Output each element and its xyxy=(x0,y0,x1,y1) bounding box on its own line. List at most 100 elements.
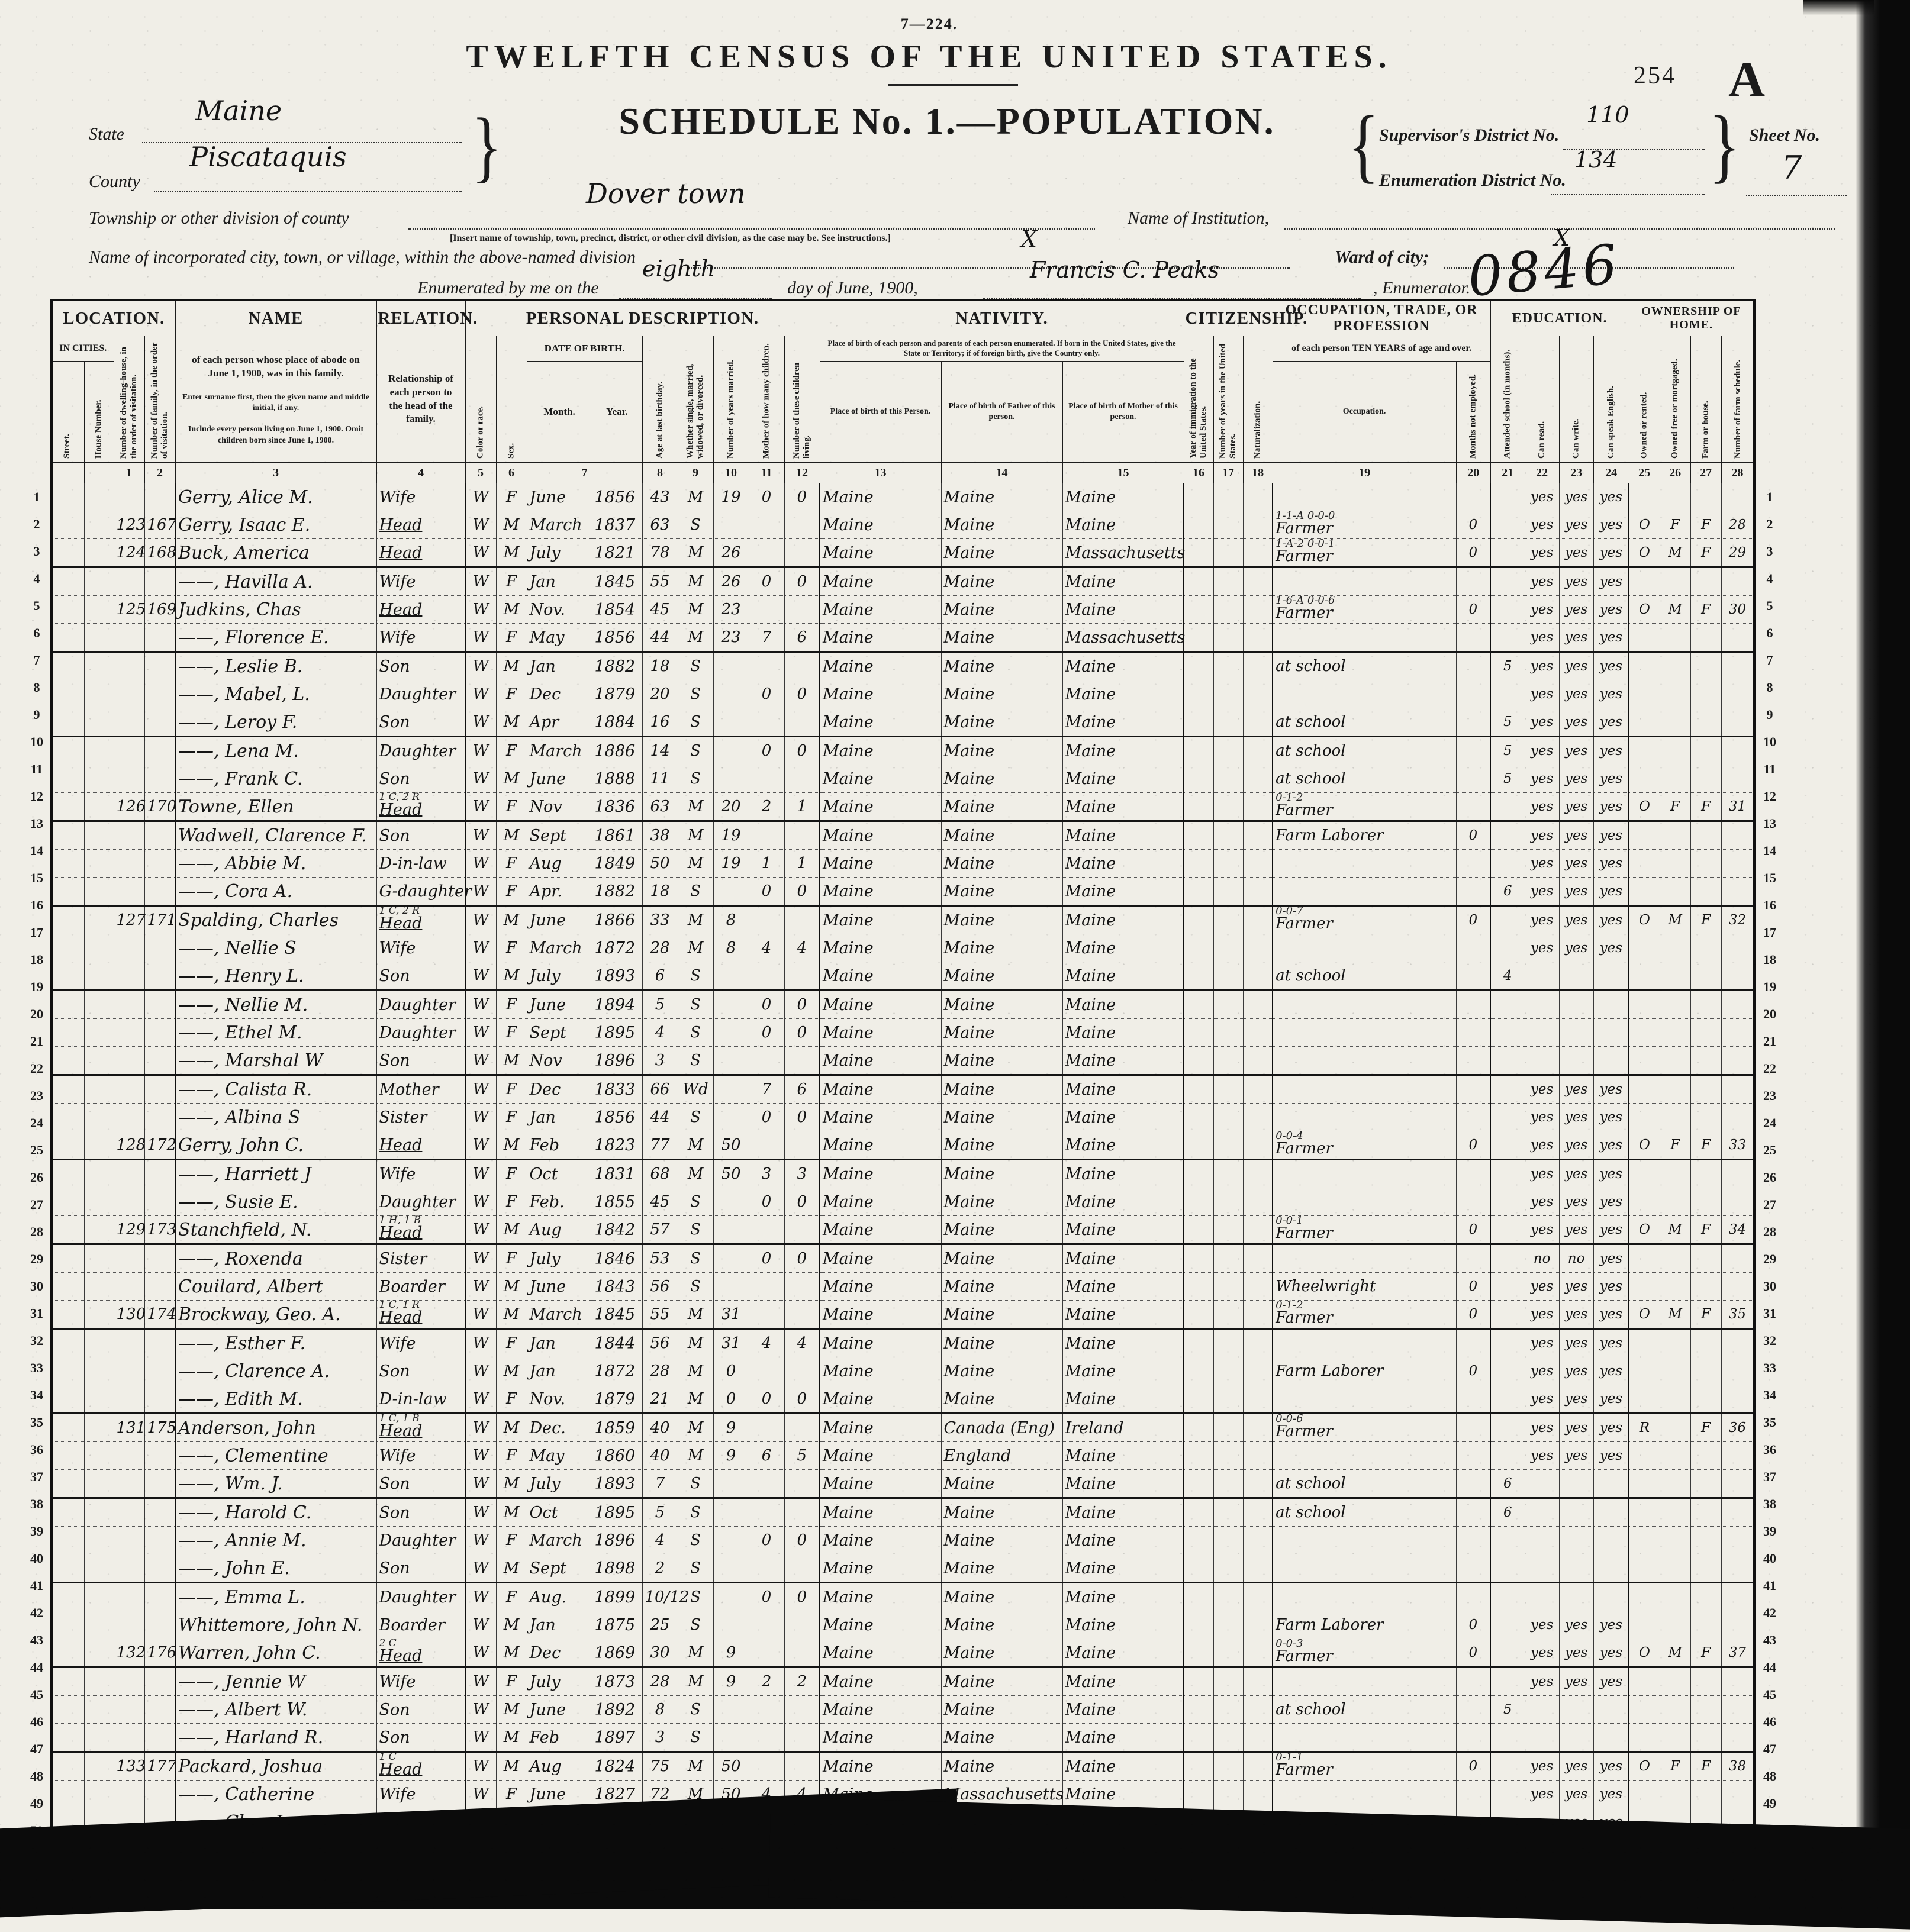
cell-relation: 1 C Head xyxy=(376,1752,466,1781)
cell xyxy=(84,1159,114,1188)
cell-attended-school xyxy=(1490,1611,1525,1639)
cell-pob: Maine xyxy=(819,1046,942,1076)
cell-birth-year: 1849 xyxy=(592,849,643,878)
sheet-line xyxy=(1746,195,1847,196)
header-naturalization: Naturalization. xyxy=(1243,336,1273,463)
cell-marital: S xyxy=(678,1611,714,1639)
table-row: 129 173 Stanchfield, N. 1 H, 1 B Head W M Aug 18… xyxy=(51,1215,1755,1245)
table-row: ——, Frank C. Son W M June 1888 11 S Maine Maine Ma… xyxy=(51,765,1755,793)
cell-dwelling xyxy=(114,1272,145,1301)
cell-months-not-employed: 0 xyxy=(1456,1215,1491,1245)
cell-name: ——, Roxenda xyxy=(175,1244,377,1273)
cell-can-english: yes xyxy=(1593,1752,1629,1781)
cell xyxy=(84,1357,114,1385)
supervisor-district-value: 110 xyxy=(1586,102,1629,128)
header-name: of each person whose place of abode on J… xyxy=(175,336,377,463)
cell-years-married xyxy=(713,1075,749,1104)
cell-age: 28 xyxy=(642,934,678,962)
cell-children-living xyxy=(784,511,820,539)
cell-can-english: yes xyxy=(1593,595,1629,624)
cell-naturalization xyxy=(1243,1046,1273,1076)
cell-birth-month: Jan xyxy=(527,651,592,680)
cell-pob-father: Maine xyxy=(941,849,1063,878)
form-number: 7—224. xyxy=(900,15,958,33)
cell-can-read: yes xyxy=(1525,1272,1560,1301)
cell-sex: F xyxy=(496,1667,527,1696)
cell-can-english: yes xyxy=(1593,1272,1629,1301)
line-number: 3 xyxy=(33,543,40,559)
header-marital: Whether single, married, widowed, or div… xyxy=(678,336,714,463)
cell-pob-mother: Maine xyxy=(1062,905,1184,934)
cell-attended-school: 6 xyxy=(1490,1469,1525,1499)
cell-can-write: yes xyxy=(1559,483,1594,511)
cell-owned-rented xyxy=(1628,708,1660,737)
cell-immigration-year xyxy=(1183,736,1214,765)
cell-birth-month: Dec xyxy=(527,1639,592,1668)
line-number: 35 xyxy=(30,1414,43,1430)
colnum-14: 14 xyxy=(940,462,1063,483)
cell-owned-rented xyxy=(1628,623,1660,653)
header-children-living: Number of these children living. xyxy=(784,336,820,463)
cell-marital: S xyxy=(678,1272,714,1301)
cell-dwelling xyxy=(114,1498,145,1527)
cell-marital: S xyxy=(678,1723,714,1753)
cell-can-write: yes xyxy=(1559,1441,1594,1470)
line-number: 21 xyxy=(1763,1033,1776,1049)
occupation-annotation: 1-1-A 0-0-0 xyxy=(1276,509,1335,522)
line-number: 16 xyxy=(30,897,43,912)
table-row: 130 174 Brockway, Geo. A. 1 C, 1 R Head W M Mar… xyxy=(51,1299,1755,1330)
cell-immigration-year xyxy=(1183,511,1214,539)
header-occupation-col: Occupation. xyxy=(1272,361,1457,463)
cell-name: Towne, Ellen xyxy=(175,792,377,822)
cell-farm-house xyxy=(1690,1441,1722,1470)
cell-children-living: 5 xyxy=(784,1441,820,1470)
cell-pob-father: Maine xyxy=(941,1075,1063,1104)
cell-color: W xyxy=(465,821,497,850)
cell-birth-year: 1860 xyxy=(592,1441,643,1470)
cell-family xyxy=(144,1357,176,1385)
cell-occupation xyxy=(1272,1018,1457,1047)
cell-marital: M xyxy=(678,1328,714,1357)
cell-can-english: yes xyxy=(1593,1159,1629,1188)
cell xyxy=(84,595,114,624)
cell-family xyxy=(144,1244,176,1273)
cell-can-read: yes xyxy=(1525,483,1560,511)
cell-attended-school xyxy=(1490,1526,1525,1554)
cell-pob-mother: Maine xyxy=(1062,792,1184,822)
cell-occupation: 0-1-1 Farmer xyxy=(1272,1752,1457,1781)
cell-owned-rented xyxy=(1628,483,1660,511)
cell-free-mortgaged xyxy=(1660,990,1691,1019)
cell-children-living: 6 xyxy=(784,1075,820,1104)
cell-mother-children xyxy=(749,821,785,850)
cell-color: W xyxy=(465,1328,497,1357)
cell-sex: F xyxy=(496,849,527,878)
cell-farm-schedule xyxy=(1721,1441,1755,1470)
cell-can-write xyxy=(1559,1582,1594,1611)
cell-farm-schedule xyxy=(1721,849,1755,878)
line-number: 6 xyxy=(1766,625,1773,640)
cell-can-english: yes xyxy=(1593,877,1629,907)
cell-immigration-year xyxy=(1183,1582,1214,1611)
relation-value: Wife xyxy=(379,1165,416,1183)
cell-naturalization xyxy=(1243,538,1273,568)
cell-sex: F xyxy=(496,792,527,822)
occupation-value: Farmer xyxy=(1276,914,1333,933)
cell-sex: M xyxy=(496,538,527,568)
cell-occupation xyxy=(1272,934,1457,962)
cell-attended-school xyxy=(1490,1723,1525,1753)
header-pob-person: Place of birth of this Person. xyxy=(819,361,942,463)
cell-relation: 1 C, 1 R Head xyxy=(376,1299,466,1330)
cell-pob-father: Maine xyxy=(941,1554,1063,1583)
cell xyxy=(51,905,85,934)
cell xyxy=(84,1046,114,1076)
cell-pob: Maine xyxy=(819,1611,942,1639)
cell-name: ——, Florence E. xyxy=(175,623,377,653)
cell-farm-schedule xyxy=(1721,623,1755,653)
cell-farm-house xyxy=(1690,1611,1722,1639)
cell-immigration-year xyxy=(1183,1413,1214,1442)
cell-farm-schedule xyxy=(1721,1103,1755,1131)
cell-naturalization xyxy=(1243,511,1273,539)
cell-children-living xyxy=(784,1554,820,1583)
cell-years-married xyxy=(713,1018,749,1047)
table-row: 128 172 Gerry, John C. Head W M Feb 1823 77 M 50 Ma… xyxy=(51,1130,1755,1160)
